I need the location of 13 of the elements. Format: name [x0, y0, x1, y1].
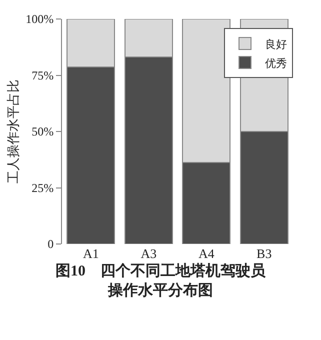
- y-tick-label: 75%: [32, 68, 54, 82]
- x-tick-label: A4: [198, 246, 215, 261]
- y-tick-label: 50%: [32, 124, 54, 139]
- x-tick-label: A1: [82, 246, 99, 261]
- legend-label: 优秀: [265, 56, 287, 70]
- x-tick-label: B3: [256, 246, 272, 261]
- text: 图10 四个不同工地塔机驾驶员操作水平分布图: [56, 262, 266, 299]
- legend-label: 良好: [265, 38, 287, 51]
- x-tick-label: A3: [140, 246, 157, 261]
- y-tick-label: 0: [48, 237, 54, 252]
- y-tick-label: 25%: [32, 180, 54, 195]
- y-tick-label: 100%: [26, 12, 54, 26]
- y-axis-title: 工人操作水平占比: [6, 80, 21, 184]
